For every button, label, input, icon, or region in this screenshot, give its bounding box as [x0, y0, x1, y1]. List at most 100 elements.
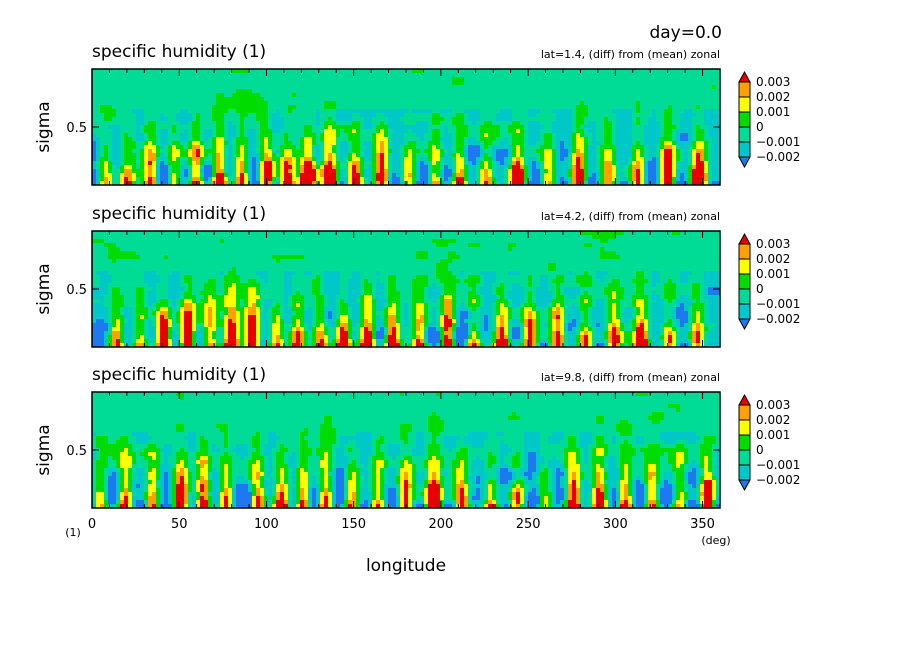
heatmap-cell — [572, 97, 577, 102]
heatmap-cell — [456, 101, 461, 106]
heatmap-cell — [392, 169, 397, 174]
heatmap-cell — [232, 113, 237, 118]
heatmap-cell — [108, 235, 113, 240]
heatmap-cell — [424, 121, 429, 126]
heatmap-cell — [368, 173, 373, 178]
heatmap-cell — [328, 89, 333, 94]
heatmap-cell — [452, 161, 457, 166]
heatmap-cell — [512, 113, 517, 118]
heatmap-cell — [512, 231, 517, 236]
heatmap-cell — [268, 73, 273, 78]
heatmap-cell — [136, 121, 141, 126]
heatmap-cell — [244, 173, 249, 178]
heatmap-cell — [604, 113, 609, 118]
heatmap-cell — [392, 105, 397, 110]
heatmap-cell — [520, 73, 525, 78]
heatmap-cell — [488, 81, 493, 86]
heatmap-cell — [172, 109, 177, 114]
heatmap-cell — [220, 85, 225, 90]
heatmap-cell — [304, 161, 309, 166]
heatmap-cell — [584, 89, 589, 94]
heatmap-cell — [628, 137, 633, 142]
heatmap-cell — [312, 125, 317, 130]
heatmap-cell — [96, 239, 101, 244]
heatmap-cell — [120, 145, 125, 150]
heatmap-cell — [700, 101, 705, 106]
heatmap-cell — [492, 121, 497, 126]
heatmap-cell — [636, 181, 641, 186]
heatmap-cell — [364, 169, 369, 174]
heatmap-cell — [584, 69, 589, 74]
heatmap-cell — [384, 145, 389, 150]
heatmap-cell — [116, 133, 121, 138]
heatmap-cell — [156, 239, 161, 244]
heatmap-cell — [248, 149, 253, 154]
heatmap-cell — [600, 157, 605, 162]
heatmap-cell — [420, 231, 425, 236]
heatmap-cell — [184, 161, 189, 166]
heatmap-cell — [104, 69, 109, 74]
heatmap-cell — [252, 181, 257, 186]
heatmap-cell — [344, 145, 349, 150]
heatmap-cell — [332, 169, 337, 174]
heatmap-cell — [248, 137, 253, 142]
heatmap-cell — [500, 97, 505, 102]
heatmap-cell — [692, 137, 697, 142]
heatmap-cell — [560, 153, 565, 158]
heatmap-cell — [704, 121, 709, 126]
heatmap-cell — [336, 133, 341, 138]
heatmap-cell — [656, 81, 661, 86]
heatmap-cell — [128, 93, 133, 98]
heatmap-cell — [548, 81, 553, 86]
heatmap-cell — [276, 129, 281, 134]
heatmap-cell — [96, 231, 101, 236]
heatmap-cell — [588, 149, 593, 154]
heatmap-cell — [164, 113, 169, 118]
heatmap-cell — [112, 235, 117, 240]
heatmap-cell — [504, 129, 509, 134]
heatmap-cell — [124, 117, 129, 122]
heatmap-cell — [624, 231, 629, 236]
heatmap-cell — [584, 121, 589, 126]
heatmap-cell — [236, 73, 241, 78]
heatmap-cell — [308, 161, 313, 166]
heatmap-cell — [148, 89, 153, 94]
heatmap-cell — [656, 231, 661, 236]
heatmap-cell — [336, 77, 341, 82]
heatmap-cell — [600, 97, 605, 102]
heatmap-cell — [372, 85, 377, 90]
heatmap-cell — [92, 89, 97, 94]
heatmap-cell — [404, 97, 409, 102]
heatmap-cell — [460, 117, 465, 122]
heatmap-cell — [308, 141, 313, 146]
heatmap-cell — [424, 141, 429, 146]
heatmap-cell — [588, 85, 593, 90]
heatmap-cell — [428, 85, 433, 90]
heatmap-cell — [600, 149, 605, 154]
heatmap-cell — [260, 101, 265, 106]
heatmap-cell — [652, 173, 657, 178]
heatmap-cell — [240, 97, 245, 102]
heatmap-cell — [360, 165, 365, 170]
heatmap-cell — [188, 93, 193, 98]
heatmap-cell — [456, 109, 461, 114]
heatmap-cell — [200, 141, 205, 146]
heatmap-cell — [388, 117, 393, 122]
heatmap-cell — [512, 149, 517, 154]
heatmap-cell — [228, 121, 233, 126]
heatmap-cell — [592, 145, 597, 150]
heatmap-cell — [164, 93, 169, 98]
heatmap-cell — [284, 101, 289, 106]
heatmap-cell — [240, 161, 245, 166]
heatmap-cell — [284, 235, 289, 240]
heatmap-cell — [268, 149, 273, 154]
heatmap-cell — [680, 125, 685, 130]
heatmap-cell — [240, 157, 245, 162]
heatmap-cell — [520, 97, 525, 102]
heatmap-cell — [620, 69, 625, 74]
heatmap-cell — [224, 173, 229, 178]
heatmap-cell — [200, 81, 205, 86]
heatmap-cell — [356, 89, 361, 94]
heatmap-cell — [220, 153, 225, 158]
heatmap-cell — [216, 89, 221, 94]
